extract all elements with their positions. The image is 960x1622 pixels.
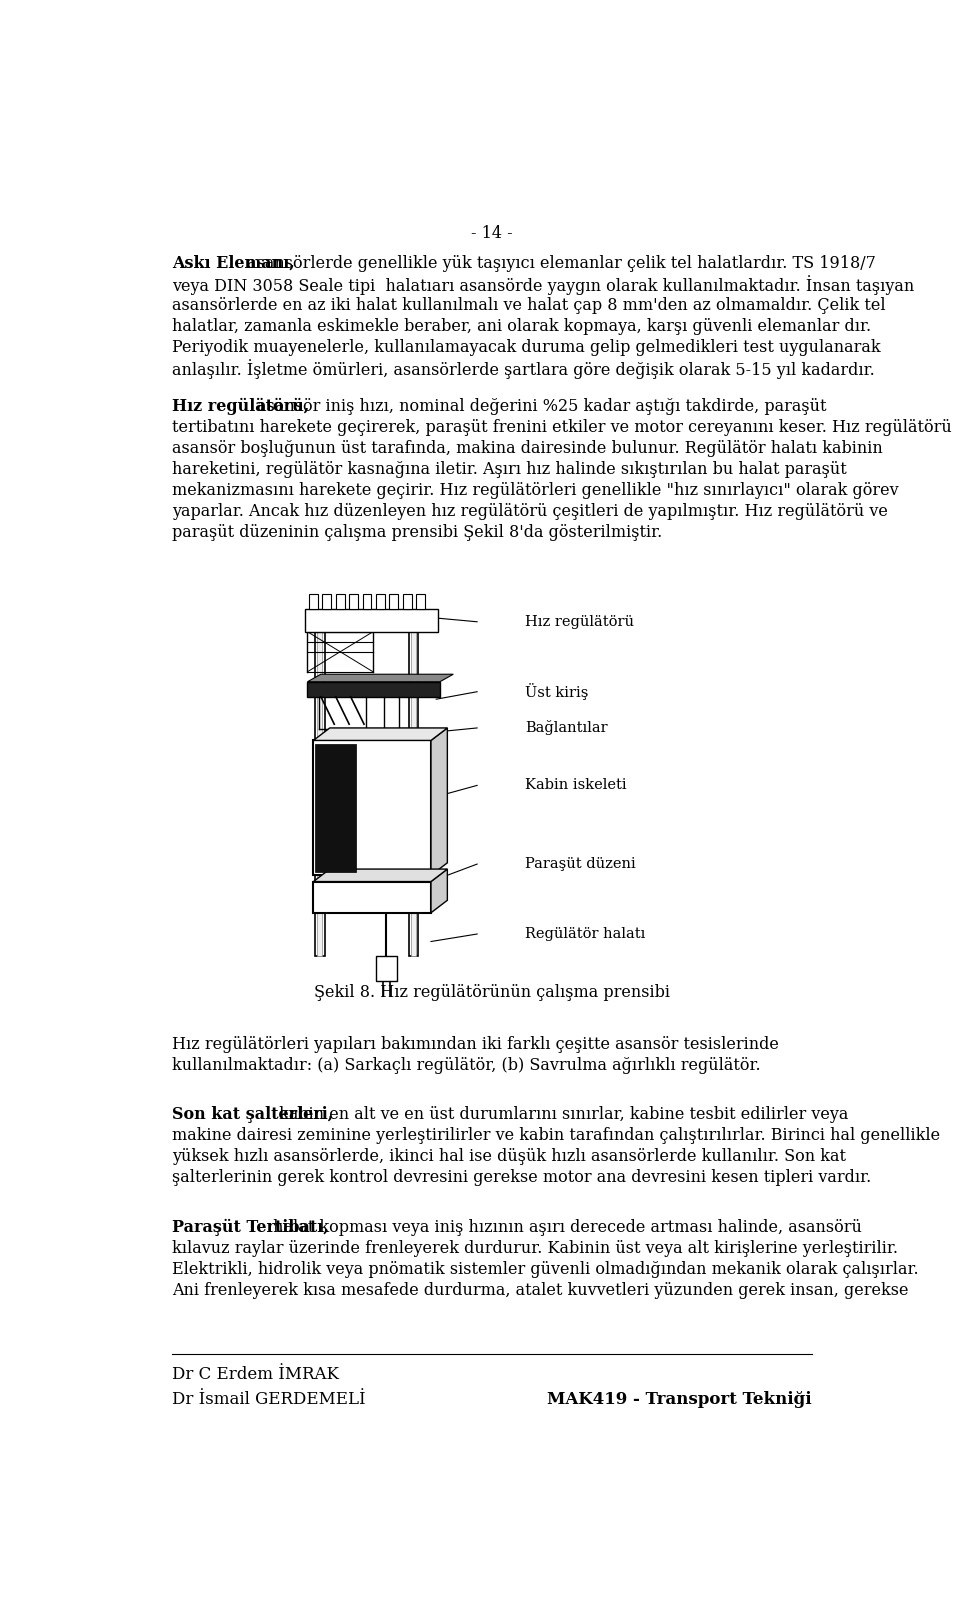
Text: Bağlantılar: Bağlantılar (525, 720, 608, 735)
Bar (411, 621, 416, 957)
Bar (304, 610, 439, 633)
Text: şalterlerinin gerek kontrol devresini gerekse motor ana devresini kesen tipleri : şalterlerinin gerek kontrol devresini ge… (172, 1169, 872, 1186)
Text: Şekil 8. Hız regülätörünün çalışma prensibi: Şekil 8. Hız regülätörünün çalışma prens… (314, 985, 670, 1001)
Text: Hız regülätörleri yapıları bakımından iki farklı çeşitte asansör tesislerinde: Hız regülätörleri yapıları bakımından ik… (172, 1036, 779, 1053)
Text: anlaşılır. İşletme ömürleri, asansörlerde şartlara göre değişik olarak 5-15 yıl : anlaşılır. İşletme ömürleri, asansörlerd… (172, 360, 875, 380)
Bar (315, 744, 356, 871)
Text: Son kat şalterleri,: Son kat şalterleri, (172, 1106, 333, 1124)
Polygon shape (431, 869, 447, 913)
Text: veya DIN 3058 Seale tipi  halatıarı asansörde yaygın olarak kullanılmaktadır. İn: veya DIN 3058 Seale tipi halatıarı asans… (172, 276, 914, 295)
Text: asansör iniş hızı, nominal değerini %25 kadar aştığı takdirde, paraşüt: asansör iniş hızı, nominal değerini %25 … (252, 397, 827, 415)
Text: kullanılmaktadır: (a) Sarkaçlı regülätör, (b) Savrulma ağırlıklı regülätör.: kullanılmaktadır: (a) Sarkaçlı regülätör… (172, 1058, 760, 1074)
Bar (336, 594, 345, 610)
Bar (317, 621, 323, 957)
Text: halatlar, zamanla eskimekle beraber, ani olarak kopmaya, karşı güvenli elemanlar: halatlar, zamanla eskimekle beraber, ani… (172, 318, 872, 334)
Text: mekanizmasını harekete geçirir. Hız regülätörleri genellikle "hız sınırlayıcı" o: mekanizmasını harekete geçirir. Hız regü… (172, 482, 899, 500)
Text: - 14 -: - 14 - (471, 224, 513, 242)
Bar (416, 594, 425, 610)
Text: Hız regülätörü,: Hız regülätörü, (172, 397, 309, 415)
Text: kabin en alt ve en üst durumlarını sınırlar, kabine tesbit edilirler veya: kabin en alt ve en üst durumlarını sınır… (274, 1106, 848, 1124)
Text: asansörlerde en az iki halat kullanılmalı ve halat çap 8 mm'den az olmamaldır. Ç: asansörlerde en az iki halat kullanılmal… (172, 297, 886, 313)
Text: Periyodik muayenelerle, kullanılamayacak duruma gelip gelmedikleri test uygulana: Periyodik muayenelerle, kullanılamayacak… (172, 339, 880, 355)
Bar (307, 681, 440, 697)
Text: Kabin iskeleti: Kabin iskeleti (525, 779, 627, 793)
Text: Regülätör halatı: Regülätör halatı (525, 928, 646, 941)
Polygon shape (313, 728, 447, 740)
Text: Üst kiriş: Üst kiriş (525, 683, 588, 701)
Polygon shape (313, 869, 447, 882)
Text: Dr C Erdem İMRAK: Dr C Erdem İMRAK (172, 1366, 339, 1384)
Bar (409, 621, 419, 957)
Bar (309, 594, 318, 610)
Text: Hız regülätörü: Hız regülätörü (525, 615, 635, 629)
Text: Paraşüt düzeni: Paraşüt düzeni (525, 856, 636, 871)
Bar (349, 594, 358, 610)
Text: asansörlerde genellikle yük taşıyıcı elemanlar çelik tel halatlardır. TS 1918/7: asansörlerde genellikle yük taşıyıcı ele… (242, 255, 876, 271)
Text: asansör boşluğunun üst tarafında, makina dairesinde bulunur. Regülätör halatı ka: asansör boşluğunun üst tarafında, makina… (172, 440, 883, 457)
Bar (363, 594, 372, 610)
Bar (376, 594, 385, 610)
Text: yüksek hızlı asansörlerde, ikinci hal ise düşük hızlı asansörlerde kullanılır. S: yüksek hızlı asansörlerde, ikinci hal is… (172, 1148, 846, 1165)
Bar (403, 594, 412, 610)
Text: makine dairesi zeminine yerleştirilirler ve kabin tarafından çalıştırılırlar. Bi: makine dairesi zeminine yerleştirilirler… (172, 1127, 940, 1145)
Text: yaparlar. Ancak hız düzenleyen hız regülätörü çeşitleri de yapılmıştır. Hız regü: yaparlar. Ancak hız düzenleyen hız regül… (172, 503, 888, 521)
Bar (313, 882, 431, 913)
Bar (390, 594, 398, 610)
Text: kılavuz raylar üzerinde frenleyerek durdurur. Kabinin üst veya alt kirişlerine y: kılavuz raylar üzerinde frenleyerek durd… (172, 1239, 899, 1257)
Text: Dr İsmail GERDEMELİ: Dr İsmail GERDEMELİ (172, 1392, 366, 1408)
Text: tertibatını harekete geçirerek, paraşüt frenini etkiler ve motor cereyanını kese: tertibatını harekete geçirerek, paraşüt … (172, 418, 951, 436)
Text: MAK419 - Transport Tekniği: MAK419 - Transport Tekniği (547, 1392, 812, 1408)
Polygon shape (431, 728, 447, 876)
Text: paraşüt düzeninin çalışma prensibi Şekil 8'da gösterilmiştir.: paraşüt düzeninin çalışma prensibi Şekil… (172, 524, 662, 540)
Bar (315, 621, 324, 957)
Text: halat kopması veya iniş hızının aşırı derecede artması halinde, asansörü: halat kopması veya iniş hızının aşırı de… (269, 1218, 862, 1236)
Text: Elektrikli, hidrolik veya pnömatik sistemler güvenli olmadığından mekanik olarak: Elektrikli, hidrolik veya pnömatik siste… (172, 1260, 919, 1278)
Text: hareketini, regülätör kasnağına iletir. Aşırı hız halinde sıkıştırılan bu halat : hareketini, regülätör kasnağına iletir. … (172, 461, 847, 478)
Text: Ani frenleyerek kısa mesafede durdurma, atalet kuvvetleri yüzunden gerek insan, : Ani frenleyerek kısa mesafede durdurma, … (172, 1281, 908, 1299)
Polygon shape (307, 675, 453, 681)
Bar (376, 957, 396, 981)
Bar (313, 740, 431, 876)
Text: Askı Elemanı,: Askı Elemanı, (172, 255, 295, 271)
Text: Paraşüt Tertibatı,: Paraşüt Tertibatı, (172, 1218, 329, 1236)
Bar (323, 594, 331, 610)
